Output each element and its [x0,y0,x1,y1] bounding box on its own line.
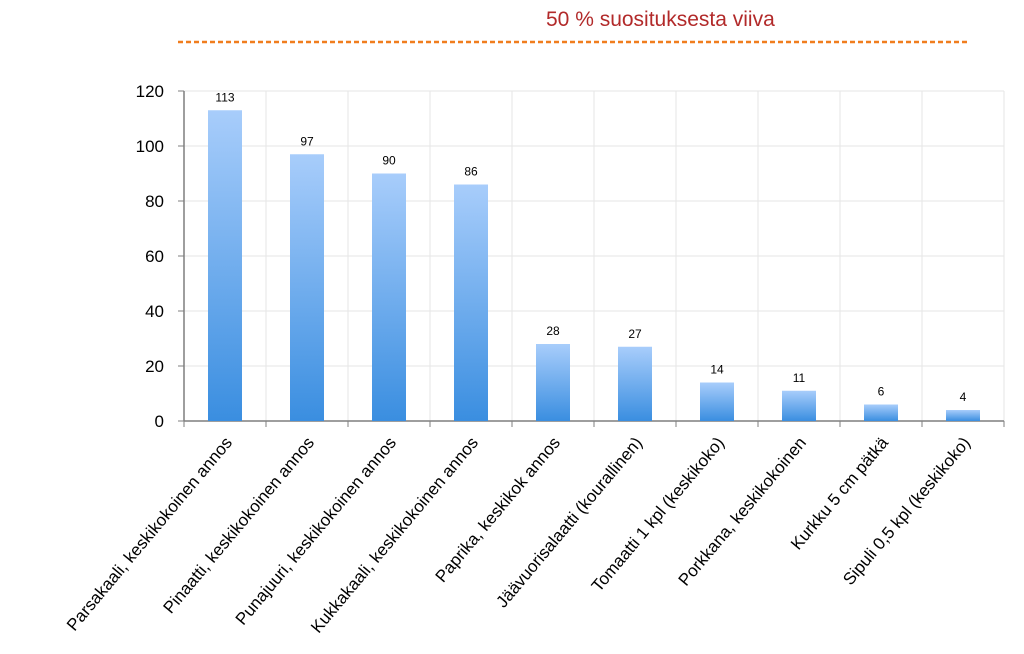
bars [208,110,980,421]
bar [536,344,570,421]
data-label: 90 [382,154,396,168]
category-label: Tomaatti 1 kpl (keskikoko) [588,433,728,595]
bar [700,382,734,421]
bar [618,346,652,421]
bar [372,173,406,421]
data-label: 11 [793,371,806,385]
data-label: 113 [215,90,234,104]
data-label: 6 [878,385,885,399]
category-label: Jäävuorisalaatti (kourallinen) [492,433,646,611]
data-label: 28 [546,324,560,338]
category-label: Punajuuri, keskikokoinen annos [232,433,400,628]
data-label: 4 [960,390,967,404]
bar [782,390,816,421]
bar [208,110,242,421]
data-label: 97 [300,134,314,148]
y-tick-label: 60 [145,247,164,266]
labels: 0 20 40 60 80 100 120 113 Parsakaali, keskikokoi… [63,82,974,637]
y-tick-label: 100 [136,137,164,156]
y-tick-label: 40 [145,302,164,321]
category-label: Pinaatti, keskikokoinen annos [160,433,319,617]
bar [290,154,324,421]
data-label: 14 [710,363,724,377]
data-label: 27 [628,327,642,341]
bar [864,404,898,421]
y-tick-label: 0 [155,412,164,431]
grid-lines [184,90,1005,421]
y-tick-label: 120 [136,82,164,101]
category-label: Kukkakaali, keskikokoinen annos [307,433,482,636]
bar [454,184,488,421]
reference-line-legend-label: 50 % suosituksesta viiva [546,8,775,31]
category-label: Parsakaali, keskikokoinen annos [63,433,236,634]
data-label: 86 [464,165,478,179]
y-tick-label: 20 [145,357,164,376]
y-tick-label: 80 [145,192,164,211]
bar [946,410,980,421]
